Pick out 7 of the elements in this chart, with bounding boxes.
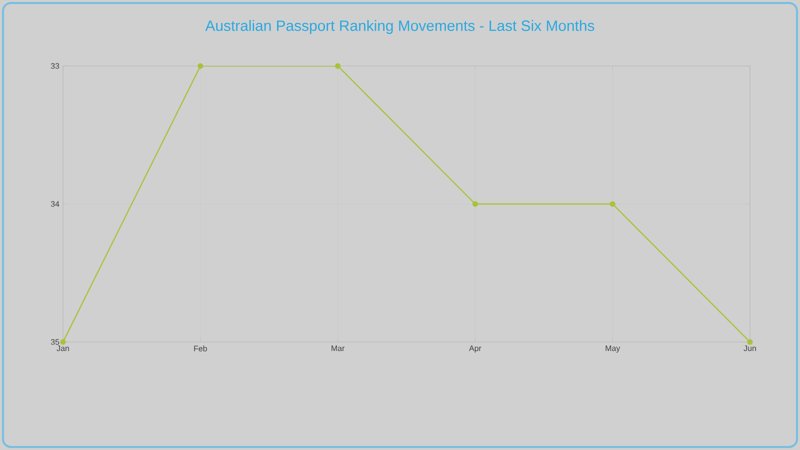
point (472, 201, 478, 207)
point (60, 339, 66, 345)
point (747, 339, 753, 345)
chart-title: Australian Passport Ranking Movements - Last Six Months (205, 20, 594, 34)
point (335, 63, 341, 69)
point (198, 63, 204, 69)
point (610, 201, 616, 207)
